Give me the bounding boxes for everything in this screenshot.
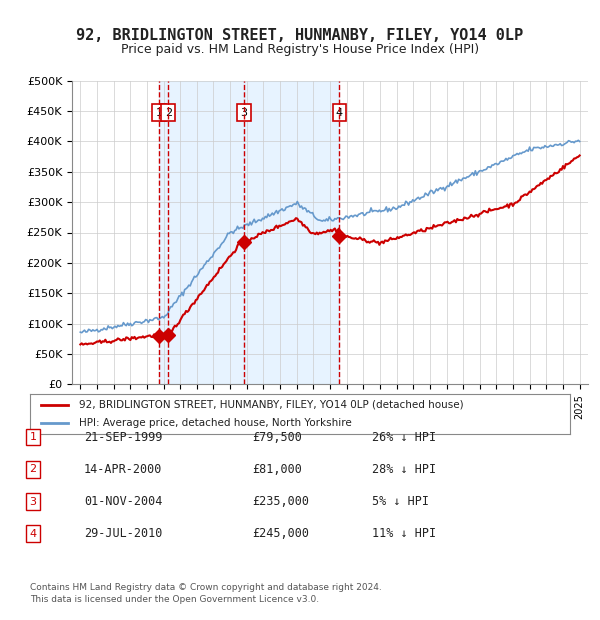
Text: 1: 1 (155, 108, 163, 118)
Text: 29-JUL-2010: 29-JUL-2010 (84, 528, 163, 540)
Text: Contains HM Land Registry data © Crown copyright and database right 2024.
This d: Contains HM Land Registry data © Crown c… (30, 583, 382, 604)
Text: 4: 4 (29, 529, 37, 539)
Text: 3: 3 (29, 497, 37, 507)
Text: 5% ↓ HPI: 5% ↓ HPI (372, 495, 429, 508)
Text: £235,000: £235,000 (252, 495, 309, 508)
Text: £81,000: £81,000 (252, 463, 302, 476)
Text: 26% ↓ HPI: 26% ↓ HPI (372, 431, 436, 443)
Text: 2: 2 (29, 464, 37, 474)
Text: 4: 4 (336, 108, 343, 118)
Text: 28% ↓ HPI: 28% ↓ HPI (372, 463, 436, 476)
Text: Price paid vs. HM Land Registry's House Price Index (HPI): Price paid vs. HM Land Registry's House … (121, 43, 479, 56)
Text: 92, BRIDLINGTON STREET, HUNMANBY, FILEY, YO14 0LP: 92, BRIDLINGTON STREET, HUNMANBY, FILEY,… (76, 28, 524, 43)
Text: 14-APR-2000: 14-APR-2000 (84, 463, 163, 476)
Text: 3: 3 (241, 108, 247, 118)
Text: £245,000: £245,000 (252, 528, 309, 540)
Text: 92, BRIDLINGTON STREET, HUNMANBY, FILEY, YO14 0LP (detached house): 92, BRIDLINGTON STREET, HUNMANBY, FILEY,… (79, 400, 463, 410)
Bar (159, 81, 244, 384)
Text: 11% ↓ HPI: 11% ↓ HPI (372, 528, 436, 540)
Text: £79,500: £79,500 (252, 431, 302, 443)
Text: 2: 2 (164, 108, 172, 118)
Text: 01-NOV-2004: 01-NOV-2004 (84, 495, 163, 508)
Bar (244, 81, 340, 384)
Text: HPI: Average price, detached house, North Yorkshire: HPI: Average price, detached house, Nort… (79, 418, 352, 428)
Text: 1: 1 (29, 432, 37, 442)
Text: 21-SEP-1999: 21-SEP-1999 (84, 431, 163, 443)
